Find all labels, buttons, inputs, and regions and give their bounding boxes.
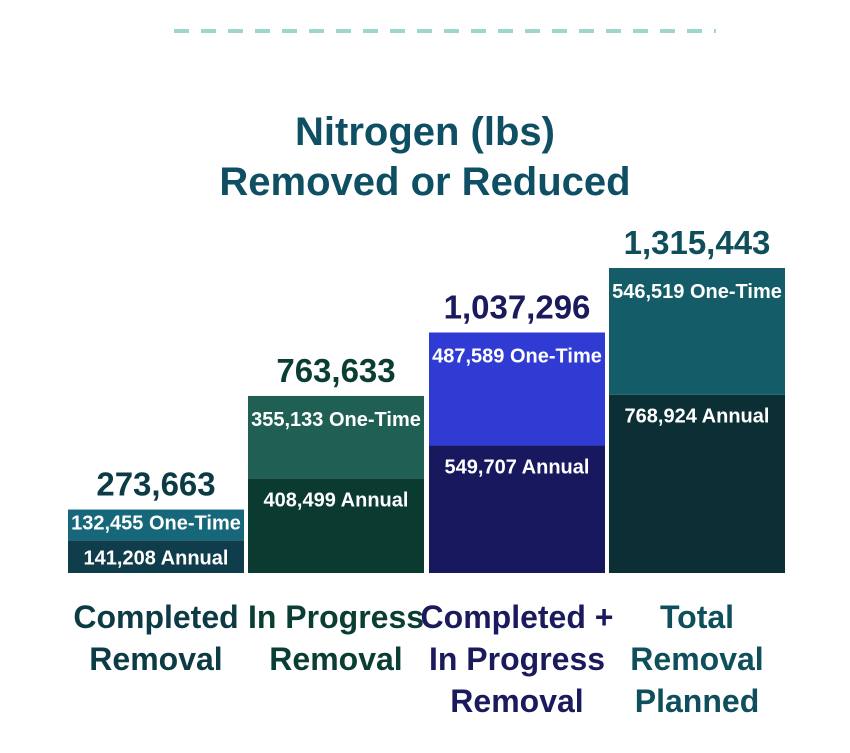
annual-label-2: 408,499 Annual [264,489,409,511]
one-time-label-2: 355,133 One-Time [251,409,421,431]
bar-one-time-4 [609,268,785,395]
category-label-2-line-1: In Progress [248,599,424,635]
total-label-4: 1,315,443 [624,224,771,261]
category-label-4-line-2: Removal [630,641,763,677]
total-label-1: 273,663 [96,466,215,503]
category-label-3-line-3: Removal [450,683,583,719]
category-label-4-line-3: Planned [635,683,759,719]
annual-label-4: 768,924 Annual [625,406,770,428]
total-label-2: 763,633 [276,352,395,389]
category-label-3-line-1: Completed + [421,599,614,635]
category-label-1-line-2: Removal [89,641,222,677]
total-label-3: 1,037,296 [444,288,591,325]
bar-one-time-3 [429,332,605,446]
category-label-4-line-1: Total [660,599,734,635]
category-label-2-line-2: Removal [269,641,402,677]
one-time-label-1: 132,455 One-Time [71,513,241,535]
bar-annual-2 [248,478,424,573]
bar-one-time-1 [68,509,244,541]
bars-group [68,268,785,573]
bar-annual-4 [609,394,785,573]
annual-label-1: 141,208 Annual [84,547,229,569]
bar-annual-3 [429,445,605,573]
bar-one-time-2 [248,395,424,479]
labels-group: 141,208 Annual 132,455 One-Time 273,663 Com… [71,224,782,719]
chart-title-line-2: Removed or Reduced [219,160,630,204]
category-label-3-line-2: In Progress [429,641,605,677]
one-time-label-4: 546,519 One-Time [612,281,782,303]
annual-label-3: 549,707 Annual [445,457,590,479]
chart-title-line-1: Nitrogen (lbs) [295,110,555,154]
category-label-1-line-1: Completed [73,599,238,635]
one-time-label-3: 487,589 One-Time [432,345,602,367]
bar-annual-1 [68,540,244,573]
